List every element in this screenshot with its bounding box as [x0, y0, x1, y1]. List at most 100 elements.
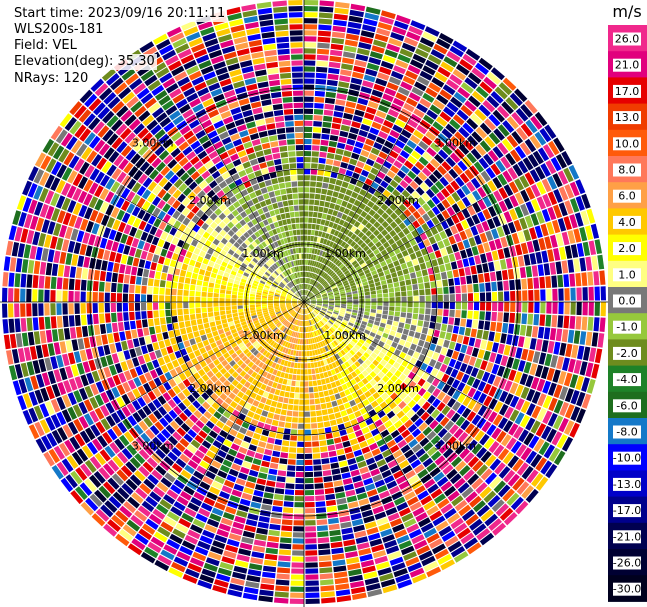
- gate-cell: [534, 111, 548, 127]
- gate-cell: [295, 484, 304, 490]
- gate-cell: [206, 265, 213, 272]
- gate-cell: [413, 108, 425, 119]
- gate-cell: [315, 292, 320, 296]
- gate-cell: [138, 337, 146, 346]
- gate-cell: [95, 508, 110, 522]
- gate-cell: [452, 269, 459, 278]
- gate-cell: [547, 175, 558, 190]
- gate-cell: [454, 499, 468, 512]
- gate-cell: [553, 189, 563, 203]
- gate-cell: [193, 267, 200, 274]
- gate-cell: [539, 314, 546, 326]
- gate-cell: [387, 459, 398, 469]
- gate-cell: [305, 562, 318, 568]
- gate-cell: [476, 223, 485, 234]
- gate-cell: [228, 367, 235, 375]
- gate-cell: [85, 427, 96, 441]
- gate-cell: [485, 230, 494, 241]
- gate-cell: [27, 331, 35, 346]
- gate-cell: [328, 307, 334, 310]
- gate-cell: [375, 78, 388, 87]
- gate-cell: [319, 250, 324, 256]
- gate-cell: [304, 315, 306, 321]
- gate-cell: [215, 435, 225, 444]
- gate-cell: [261, 429, 270, 437]
- gate-cell: [424, 282, 431, 289]
- gate-cell: [45, 416, 56, 431]
- gate-cell: [419, 437, 430, 447]
- gate-cell: [204, 357, 212, 365]
- gate-cell: [475, 174, 486, 186]
- gate-cell: [323, 115, 333, 122]
- gate-cell: [268, 468, 278, 475]
- gate-cell: [337, 317, 343, 321]
- gate-cell: [308, 278, 311, 284]
- gate-cell: [168, 330, 175, 338]
- gate-cell: [292, 297, 298, 300]
- gate-cell: [411, 86, 424, 97]
- gate-cell: [318, 321, 323, 327]
- gate-cell: [283, 397, 289, 404]
- gate-cell: [210, 255, 217, 263]
- gate-cell: [322, 306, 328, 309]
- gate-cell: [181, 512, 194, 523]
- gate-cell: [103, 523, 118, 537]
- gate-cell: [157, 554, 172, 566]
- gate-cell: [305, 556, 318, 562]
- gate-cell: [425, 295, 431, 302]
- gate-cell: [514, 145, 527, 159]
- gate-cell: [267, 412, 274, 419]
- gate-cell: [217, 449, 227, 459]
- gate-cell: [457, 393, 467, 404]
- gate-cell: [376, 396, 384, 405]
- gate-cell: [218, 523, 231, 532]
- gate-cell: [371, 121, 382, 130]
- gate-cell: [195, 285, 202, 292]
- gate-cell: [445, 366, 453, 376]
- gate-cell: [209, 415, 219, 425]
- gate-cell: [373, 162, 382, 170]
- gate-cell: [401, 302, 407, 307]
- gate-cell: [305, 598, 320, 604]
- gate-cell: [476, 369, 485, 380]
- gate-cell: [165, 295, 171, 302]
- gate-cell: [193, 349, 201, 357]
- gate-cell: [525, 375, 534, 388]
- gate-cell: [206, 397, 215, 406]
- gate-cell: [291, 568, 304, 574]
- gate-cell: [292, 312, 297, 317]
- gate-cell: [98, 292, 104, 302]
- gate-cell: [310, 297, 316, 300]
- gate-cell: [34, 421, 45, 437]
- gate-cell: [205, 379, 214, 387]
- gate-cell: [504, 291, 510, 301]
- gate-cell: [314, 368, 320, 374]
- gate-cell: [221, 318, 228, 324]
- gate-cell: [318, 555, 332, 562]
- gate-cell: [340, 370, 347, 378]
- gate-cell: [280, 372, 285, 378]
- gate-cell: [219, 333, 226, 339]
- gate-cell: [233, 356, 241, 363]
- gate-cell: [325, 365, 330, 371]
- gate-cell: [269, 523, 281, 531]
- gate-cell: [373, 248, 380, 255]
- gate-cell: [208, 316, 215, 323]
- gate-cell: [402, 464, 413, 475]
- gate-cell: [290, 324, 294, 330]
- gate-cell: [310, 169, 318, 175]
- gate-cell: [165, 424, 176, 435]
- gate-cell: [335, 99, 346, 106]
- gate-cell: [285, 483, 295, 489]
- gate-cell: [254, 452, 264, 460]
- gate-cell: [276, 321, 281, 327]
- gate-cell: [403, 145, 414, 154]
- gate-cell: [62, 303, 68, 315]
- gate-cell: [479, 81, 493, 94]
- gate-cell: [288, 309, 294, 313]
- gate-cell: [367, 100, 379, 109]
- gate-cell: [256, 446, 265, 454]
- gate-cell: [83, 256, 91, 268]
- gate-cell: [259, 589, 274, 597]
- gate-cell: [330, 282, 336, 287]
